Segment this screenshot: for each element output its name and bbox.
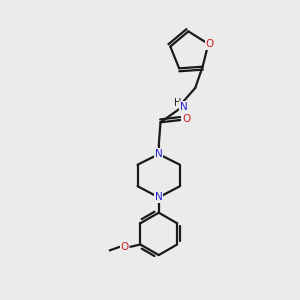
Text: N: N [155, 192, 163, 203]
Text: O: O [206, 39, 214, 49]
Text: N: N [155, 148, 163, 159]
Text: O: O [182, 114, 190, 124]
Text: H: H [174, 98, 181, 108]
Text: O: O [120, 242, 129, 252]
Text: N: N [180, 102, 188, 112]
